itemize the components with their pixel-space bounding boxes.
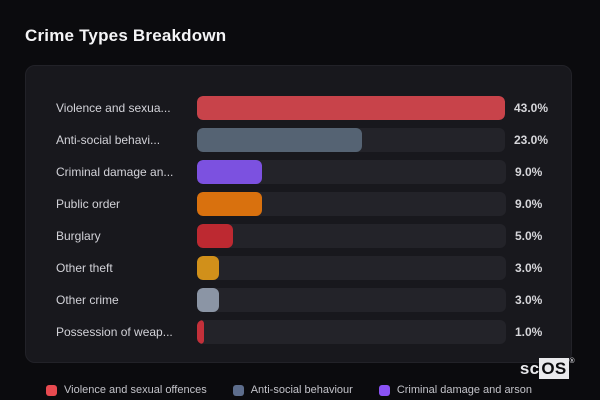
chart-row: Violence and sexua... 43.0%	[56, 92, 548, 124]
page-title: Crime Types Breakdown	[25, 26, 227, 45]
bar[interactable]	[197, 224, 233, 248]
legend-swatch-icon	[46, 384, 57, 396]
chart-row: Other theft 3.0%	[56, 252, 548, 284]
bar-track	[197, 192, 506, 216]
chart-rows: Violence and sexua... 43.0% Anti-social be…	[56, 92, 548, 348]
bar-label: Public order	[56, 197, 121, 211]
bar[interactable]	[197, 128, 362, 152]
bar-value: 9.0%	[515, 197, 543, 211]
bar-label: Possession of weap...	[56, 325, 173, 339]
legend-label: Violence and sexual offences	[64, 384, 207, 396]
legend-swatch-icon	[232, 384, 244, 396]
bar-track	[197, 160, 506, 184]
bar-value: 5.0%	[515, 229, 543, 243]
bar-track	[197, 256, 506, 280]
legend-item[interactable]: Anti-social behaviour	[232, 384, 353, 396]
bar-label: Other crime	[56, 293, 119, 307]
bar-label: Burglary	[56, 229, 101, 243]
bar-track	[197, 320, 506, 344]
bar-label: Other theft	[56, 261, 113, 275]
bar-track	[197, 128, 505, 152]
bar-track	[197, 288, 506, 312]
legend-label: Anti-social behaviour	[250, 384, 353, 396]
chart-row: Burglary 5.0%	[56, 220, 548, 252]
chart-legend: Violence and sexual offences Anti-social …	[46, 384, 532, 396]
bar-value: 43.0%	[513, 101, 548, 115]
legend-item[interactable]: Violence and sexual offences	[46, 384, 207, 396]
bar-label: Violence and sexua...	[56, 101, 171, 115]
bar-value: 3.0%	[515, 293, 543, 307]
bar[interactable]	[197, 192, 262, 216]
registered-mark-icon: ®	[569, 358, 575, 365]
chart-row: Criminal damage an... 9.0%	[56, 156, 548, 188]
chart-row: Public order 9.0%	[56, 188, 548, 220]
bar[interactable]	[197, 96, 505, 120]
bar-value: 9.0%	[515, 165, 543, 179]
legend-label: Criminal damage and arson	[396, 384, 532, 396]
bar[interactable]	[197, 288, 219, 312]
chart-card: Violence and sexua... 43.0% Anti-social be…	[25, 65, 572, 363]
legend-item[interactable]: Criminal damage and arson	[378, 384, 532, 396]
bar[interactable]	[197, 256, 219, 280]
bar-value: 1.0%	[515, 325, 543, 339]
bar-value: 3.0%	[515, 261, 543, 275]
scos-logo: sc OS ®	[520, 358, 575, 379]
scos-logo-os: OS	[539, 358, 569, 379]
legend-swatch-icon	[378, 384, 390, 396]
bar-value: 23.0%	[513, 133, 548, 147]
bar-track	[197, 96, 505, 120]
chart-row: Possession of weap... 1.0%	[56, 316, 548, 348]
chart-row: Anti-social behavi... 23.0%	[56, 124, 548, 156]
bar[interactable]	[197, 160, 262, 184]
chart-row: Other crime 3.0%	[56, 284, 548, 316]
bar-label: Anti-social behavi...	[56, 133, 161, 147]
bar-label: Criminal damage an...	[56, 165, 174, 179]
bar[interactable]	[197, 320, 205, 344]
bar-track	[197, 224, 506, 248]
scos-logo-sc: sc	[519, 359, 540, 378]
